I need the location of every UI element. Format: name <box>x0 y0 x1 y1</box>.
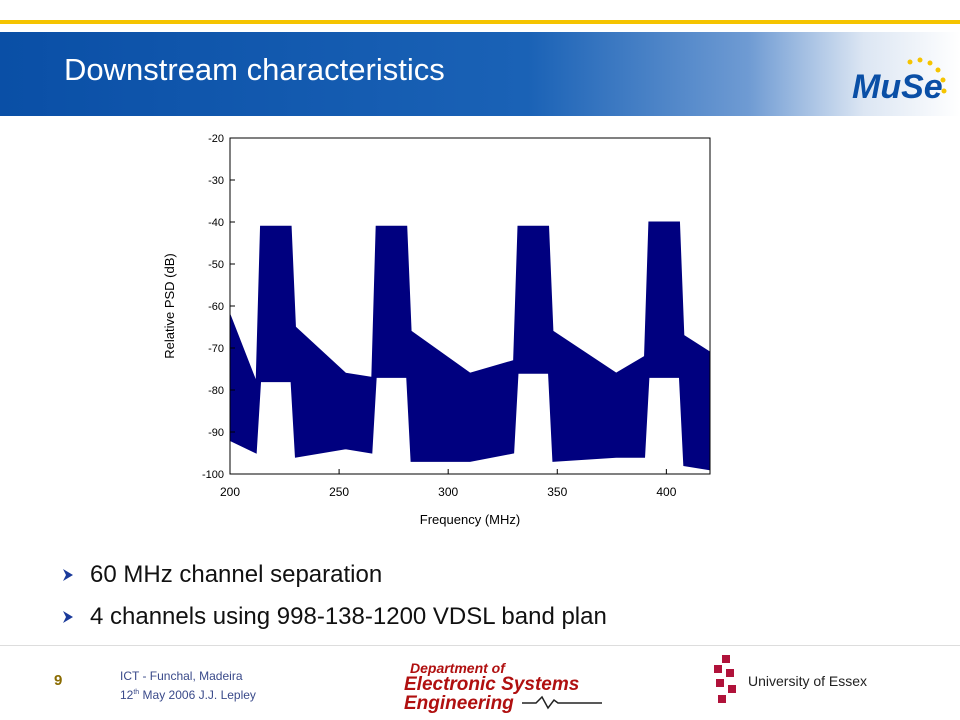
bullet-text: 4 channels using 998-138-1200 VDSL band … <box>90 603 607 630</box>
y-tick-label: -80 <box>208 385 224 397</box>
footer-date-author: 12th May 2006 J.J. Lepley <box>120 688 256 702</box>
bullet-text: 60 MHz channel separation <box>90 561 383 588</box>
footer-date-suffix: th <box>133 689 140 696</box>
y-tick-label: -60 <box>208 301 224 313</box>
essex-logo-mark <box>714 655 736 703</box>
bullet-item: 4 channels using 998-138-1200 VDSL band … <box>62 602 607 644</box>
muse-logo: MuSe <box>852 57 947 106</box>
x-axis-label: Frequency (MHz) <box>420 512 520 527</box>
footer-date-rest: May 2006 J.J. Lepley <box>139 688 256 702</box>
dept-line-3: Engineering <box>404 693 514 714</box>
slide-title: Downstream characteristics <box>64 52 445 87</box>
arrow-bullet-icon <box>63 611 73 623</box>
title-banner <box>0 32 960 116</box>
y-tick-label: -70 <box>208 343 224 355</box>
y-tick-label: -40 <box>208 217 224 229</box>
x-tick-label: 200 <box>220 485 240 499</box>
x-tick-label: 350 <box>547 485 567 499</box>
psd-series-area <box>229 221 711 471</box>
x-tick-label: 300 <box>438 485 458 499</box>
logo-text: MuSe <box>852 68 943 106</box>
bullet-list: 60 MHz channel separation 4 channels usi… <box>62 560 607 644</box>
top-accent-line <box>0 20 960 24</box>
footer-divider <box>0 645 960 646</box>
bullet-item: 60 MHz channel separation <box>62 560 607 602</box>
arrow-bullet-icon <box>63 569 73 581</box>
dept-line-2: Electronic Systems <box>404 674 580 695</box>
footer-event: ICT - Funchal, Madeira <box>120 669 243 683</box>
y-tick-label: -50 <box>208 259 224 271</box>
x-tick-label: 250 <box>329 485 349 499</box>
y-tick-label: -30 <box>208 175 224 187</box>
signal-waveform-icon <box>522 695 602 710</box>
y-tick-label: -20 <box>208 133 224 145</box>
psd-chart: -20 -30 -40 -50 -60 -70 -80 -90 -100 200 250 300 350… <box>162 133 711 527</box>
x-tick-label: 400 <box>656 485 676 499</box>
university-name: University of Essex <box>748 673 868 689</box>
y-tick-label: -90 <box>208 427 224 439</box>
y-axis-label: Relative PSD (dB) <box>162 253 177 358</box>
y-tick-label: -100 <box>202 469 224 481</box>
page-number: 9 <box>54 672 63 689</box>
department-logo: Department of Electronic Systems Enginee… <box>402 660 602 714</box>
footer-date-day: 12 <box>120 688 134 702</box>
dept-line-1: Department of <box>410 660 505 676</box>
